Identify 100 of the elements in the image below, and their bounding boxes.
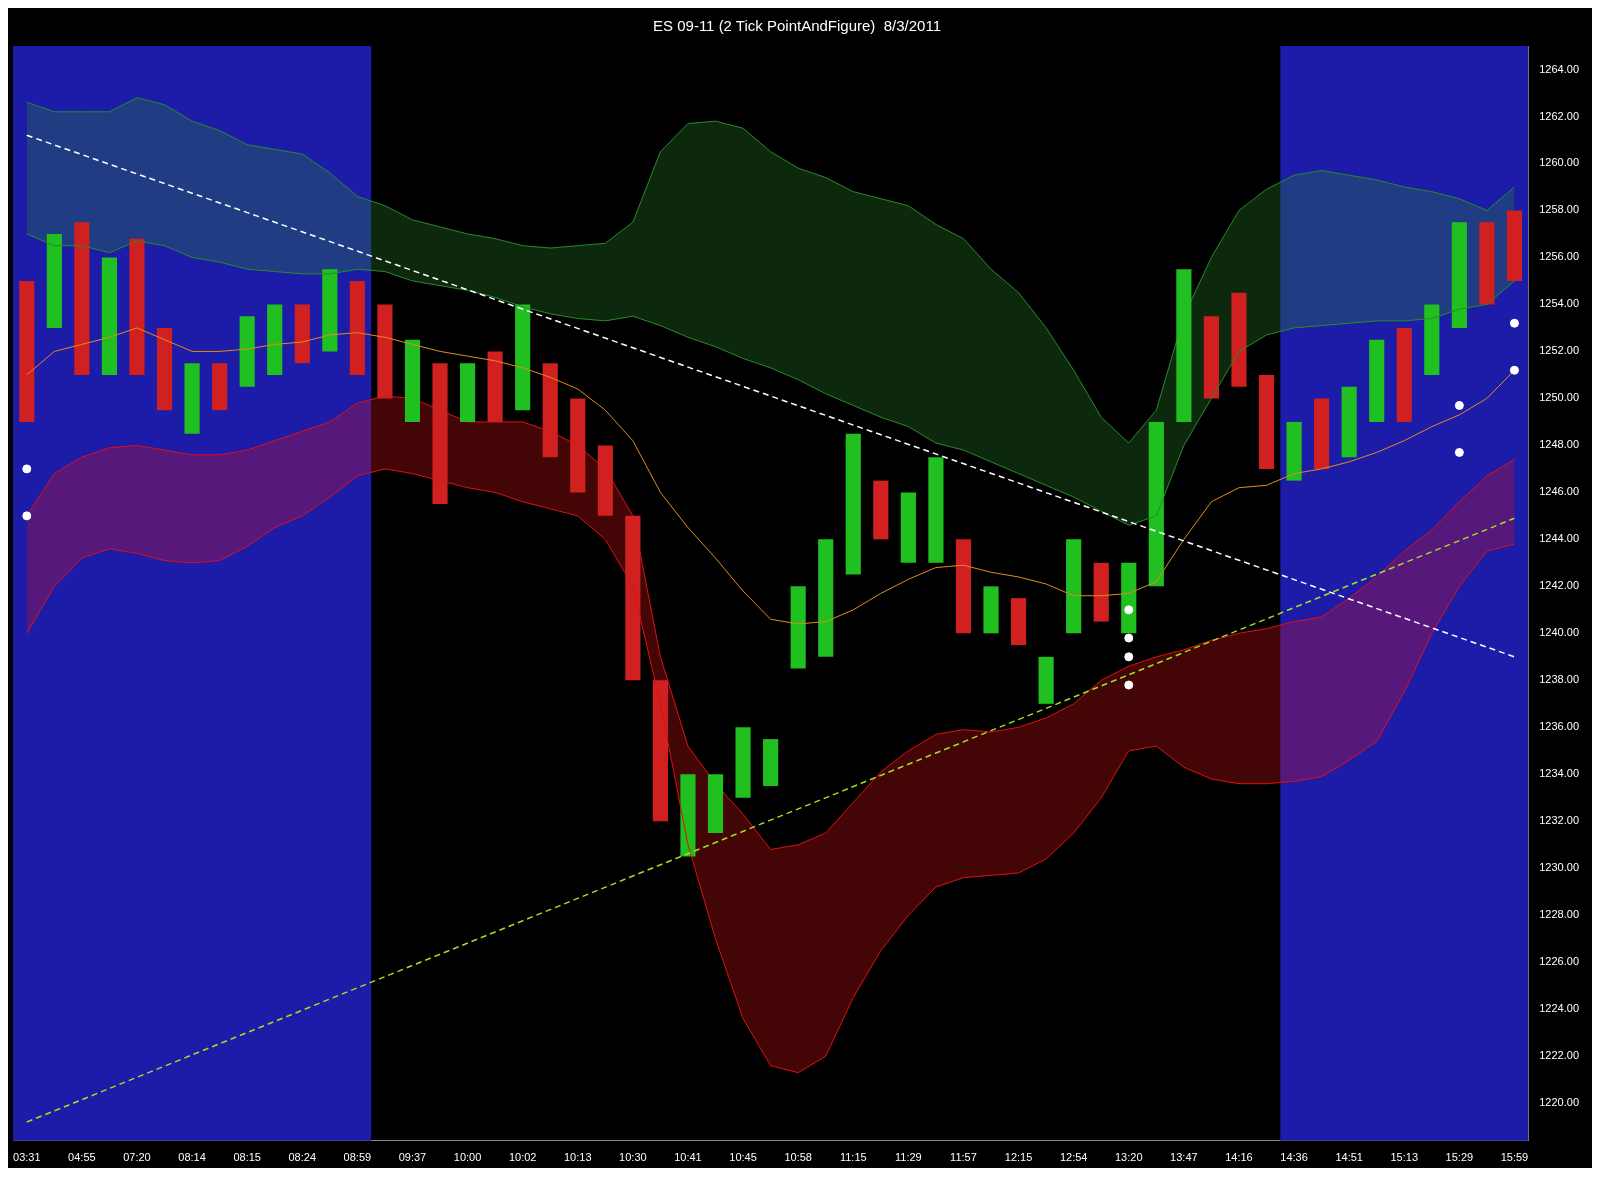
bar (597, 445, 613, 516)
x-tick-label: 14:36 (1280, 1151, 1308, 1164)
bar (1479, 222, 1495, 305)
x-tick-label: 14:51 (1335, 1151, 1363, 1164)
y-tick-label: 1228.00 (1539, 908, 1579, 921)
bar (19, 280, 35, 422)
bar (377, 304, 393, 399)
y-tick-label: 1236.00 (1539, 720, 1579, 733)
x-tick-label: 12:54 (1059, 1151, 1088, 1164)
y-tick-label: 1220.00 (1539, 1096, 1579, 1109)
x-tick-label: 14:16 (1225, 1151, 1253, 1164)
y-tick-label: 1248.00 (1539, 438, 1579, 451)
bar (542, 363, 558, 458)
bar (460, 363, 476, 422)
bar (1038, 656, 1054, 704)
bar (487, 351, 503, 422)
bar (515, 304, 531, 411)
x-tick-label: 10:00 (453, 1151, 482, 1164)
bar (625, 515, 641, 681)
x-tick-label: 11:15 (839, 1151, 867, 1164)
bar (1258, 374, 1275, 469)
bar (570, 398, 586, 493)
bar (900, 492, 916, 563)
bar (294, 304, 310, 364)
y-tick-label: 1242.00 (1539, 579, 1579, 592)
bar (322, 269, 338, 352)
bar (184, 363, 200, 434)
x-tick-label: 07:20 (123, 1151, 151, 1164)
y-tick-label: 1222.00 (1539, 1049, 1579, 1062)
y-tick-label: 1260.00 (1539, 156, 1579, 169)
bar (845, 433, 861, 575)
bar (1424, 304, 1440, 375)
bar (1341, 386, 1357, 458)
bar (1176, 269, 1192, 422)
x-tick-label: 04:55 (68, 1151, 96, 1164)
bar (1451, 222, 1467, 328)
x-tick-label: 10:41 (674, 1151, 702, 1164)
bar (707, 774, 724, 834)
bar (983, 586, 999, 634)
bar (1203, 316, 1219, 399)
x-tick-label: 11:57 (950, 1151, 977, 1164)
x-tick-label: 08:59 (343, 1151, 372, 1164)
y-tick-label: 1252.00 (1539, 344, 1579, 357)
y-tick-label: 1232.00 (1539, 814, 1579, 827)
y-tick-label: 1226.00 (1539, 955, 1579, 968)
y-tick-label: 1224.00 (1539, 1002, 1579, 1015)
bar (735, 727, 751, 798)
bar (1396, 327, 1412, 422)
bar (1121, 562, 1137, 634)
y-tick-label: 1262.00 (1539, 109, 1579, 122)
y-tick-label: 1250.00 (1539, 391, 1579, 404)
bar (101, 257, 117, 375)
x-tick-label: 15:59 (1500, 1151, 1529, 1164)
chart-title: ES 09-11 (2 Tick PointAndFigure) 8/3/2011 (653, 17, 941, 35)
y-tick-label: 1256.00 (1539, 250, 1579, 263)
bar (1231, 292, 1247, 387)
bar (1286, 421, 1302, 481)
bar (212, 363, 228, 411)
bar (955, 539, 972, 634)
bar (652, 680, 668, 822)
y-tick-label: 1246.00 (1539, 485, 1579, 498)
x-tick-label: 13:20 (1115, 1151, 1143, 1164)
x-tick-label: 09:37 (398, 1151, 427, 1164)
x-tick-label: 10:45 (729, 1151, 757, 1164)
bar (404, 339, 421, 422)
y-tick-label: 1234.00 (1539, 767, 1579, 780)
x-tick-label: 10:02 (508, 1151, 537, 1164)
bar (129, 238, 145, 375)
x-tick-label: 15:13 (1390, 1151, 1419, 1164)
x-tick-label: 10:13 (564, 1151, 592, 1164)
x-tick-label: 10:30 (619, 1151, 647, 1164)
y-tick-label: 1230.00 (1539, 861, 1579, 874)
bar (349, 280, 365, 375)
bar (1506, 210, 1523, 281)
y-tick-label: 1254.00 (1539, 297, 1579, 310)
x-tick-label: 08:15 (233, 1151, 261, 1164)
x-tick-label: 10:58 (784, 1151, 812, 1164)
bar (763, 739, 779, 787)
x-tick-label: 11:29 (895, 1151, 922, 1164)
bar (1093, 562, 1109, 622)
x-tick-label: 03:31 (13, 1151, 41, 1164)
bar (790, 586, 806, 669)
x-tick-label: 08:24 (288, 1151, 317, 1164)
y-tick-label: 1238.00 (1539, 673, 1579, 686)
x-tick-label: 15:29 (1445, 1151, 1474, 1164)
bar (818, 539, 834, 657)
bar (873, 480, 889, 540)
y-tick-label: 1240.00 (1539, 626, 1579, 639)
bar (267, 304, 283, 375)
bar (74, 222, 90, 375)
bar (1148, 421, 1164, 587)
bar (1314, 398, 1330, 469)
y-tick-label: 1258.00 (1539, 203, 1579, 216)
bar (1010, 598, 1027, 646)
bar (432, 363, 448, 505)
bar (1066, 539, 1082, 634)
bar (928, 457, 944, 563)
x-tick-label: 08:14 (178, 1151, 206, 1164)
bar (239, 316, 255, 387)
y-tick-label: 1244.00 (1539, 532, 1579, 545)
